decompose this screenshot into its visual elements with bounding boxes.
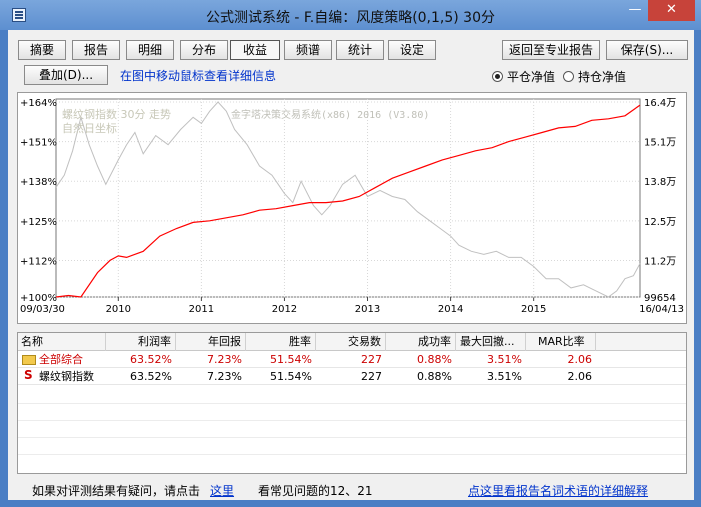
x-tick-label: 2014 (438, 304, 463, 315)
window-title: 公式测试系统 - F.自编：风度策略(0,1,5) 30分 (205, 10, 496, 26)
app-icon (12, 8, 26, 22)
tab-returns[interactable]: 收益 (230, 40, 280, 60)
folder-icon (22, 355, 36, 365)
overlay-button[interactable]: 叠加(D)... (24, 65, 108, 85)
row-mar: 2.06 (567, 353, 593, 366)
row-drawdown: 3.51% (487, 370, 522, 383)
minimize-button[interactable]: — (628, 2, 642, 17)
col-name[interactable]: 名称 (18, 333, 106, 351)
footer: 如果对评测结果有疑问，请点击 这里 看常见问题的12、21 点这里看报告名词术语… (8, 482, 694, 500)
watermark-text: 金字塔决策交易系统(x86) 2016 (V3.80) (231, 108, 429, 121)
row-divider (18, 403, 686, 404)
glossary-link[interactable]: 点这里看报告名词术语的详细解释 (468, 484, 649, 498)
close-button[interactable]: ✕ (648, 0, 695, 21)
row-mar: 2.06 (567, 370, 593, 383)
col-success[interactable]: 成功率 (386, 333, 456, 351)
y-tick-label-left: +125% (20, 217, 57, 228)
col-win[interactable]: 胜率 (246, 333, 316, 351)
results-table: 名称 利润率 年回报 胜率 交易数 成功率 最大回撤... MAR比率 全部综合… (17, 332, 687, 474)
y-tick-label-right: 13.8万 (644, 177, 676, 188)
chart-labels: +164% +151% +138% +125% +112% +100% 16.4万 15.1万… (20, 98, 684, 315)
radio-flat-value[interactable]: 平仓净值 (492, 68, 555, 85)
footer-faq-text: 看常见问题的12、21 (258, 484, 373, 498)
equity-line (55, 104, 641, 298)
save-button[interactable]: 保存(S)... (606, 40, 688, 60)
tab-statistics[interactable]: 统计 (336, 40, 384, 60)
table-row[interactable]: 全部综合 63.52% 7.23% 51.54% 227 0.88% 3.51%… (18, 351, 686, 368)
radio-hold-value[interactable]: 持仓净值 (563, 68, 626, 85)
table-row[interactable]: S 螺纹钢指数 63.52% 7.23% 51.54% 227 0.88% 3.… (18, 368, 686, 385)
row-win: 51.54% (270, 370, 312, 383)
col-mar[interactable]: MAR比率 (526, 333, 596, 351)
row-name: 全部综合 (39, 353, 83, 366)
row-annual: 7.23% (207, 370, 242, 383)
tab-distribution[interactable]: 分布 (180, 40, 228, 60)
x-tick-label: 09/03/30 (20, 304, 65, 315)
strategy-s-icon: S (24, 368, 33, 382)
y-tick-label-left: +151% (20, 138, 57, 149)
row-success: 0.88% (417, 370, 452, 383)
x-tick-label: 2010 (106, 304, 131, 315)
radio-hold-label: 持仓净值 (578, 70, 627, 84)
y-tick-label-right: 12.5万 (644, 217, 676, 228)
x-tick-label: 2011 (189, 304, 214, 315)
plot-area (55, 98, 641, 298)
tab-summary[interactable]: 摘要 (18, 40, 66, 60)
x-tick-label: 2013 (355, 304, 380, 315)
dialog-body: 摘要 报告 明细 分布 收益 频谱 统计 设定 返回至专业报告 保存(S)...… (8, 30, 694, 500)
row-trades: 227 (361, 370, 382, 383)
tab-spectrum[interactable]: 频谱 (284, 40, 332, 60)
y-tick-label-left: +112% (20, 256, 57, 267)
y-tick-label-right: 16.4万 (644, 98, 676, 109)
return-report-button[interactable]: 返回至专业报告 (502, 40, 600, 60)
y-tick-label-right: 15.1万 (644, 138, 676, 149)
row-win: 51.54% (270, 353, 312, 366)
overlay-symbol-text: 螺纹钢指数 30分 走势 (62, 107, 171, 121)
radio-selected-icon (492, 71, 503, 82)
overlay-axis-mode-text: 自然日坐标 (62, 121, 117, 135)
chart-hint: 在图中移动鼠标查看详细信息 (120, 69, 277, 83)
y-tick-label-right: 11.2万 (644, 256, 676, 267)
col-profit[interactable]: 利润率 (106, 333, 176, 351)
row-annual: 7.23% (207, 353, 242, 366)
x-tick-label: 16/04/13 (639, 304, 684, 315)
title-bar: 公式测试系统 - F.自编：风度策略(0,1,5) 30分 — ✕ (0, 0, 701, 30)
row-profit: 63.52% (130, 353, 172, 366)
radio-unselected-icon (563, 71, 574, 82)
row-drawdown: 3.51% (487, 353, 522, 366)
tab-detail[interactable]: 明细 (126, 40, 174, 60)
y-tick-label-right: 99654 (644, 293, 676, 304)
radio-flat-label: 平仓净值 (507, 70, 556, 84)
footer-question-text: 如果对评测结果有疑问，请点击 (32, 484, 201, 498)
y-tick-label-left: +138% (20, 177, 57, 188)
y-tick-label-left: +100% (20, 293, 57, 304)
tab-settings[interactable]: 设定 (388, 40, 436, 60)
tab-report[interactable]: 报告 (72, 40, 120, 60)
x-tick-label: 2015 (521, 304, 546, 315)
table-header: 名称 利润率 年回报 胜率 交易数 成功率 最大回撤... MAR比率 (18, 333, 686, 351)
chart-canvas[interactable]: +164% +151% +138% +125% +112% +100% 16.4万 15.1万… (18, 93, 686, 323)
row-divider (18, 454, 686, 455)
here-link[interactable]: 这里 (210, 484, 235, 498)
row-divider (18, 437, 686, 438)
chart-marks (55, 101, 641, 298)
price-line (55, 101, 641, 298)
col-annual[interactable]: 年回报 (176, 333, 246, 351)
y-tick-label-left: +164% (20, 98, 57, 109)
equity-chart[interactable]: +164% +151% +138% +125% +112% +100% 16.4万 15.1万… (17, 92, 687, 324)
row-divider (18, 420, 686, 421)
col-trades[interactable]: 交易数 (316, 333, 386, 351)
row-trades: 227 (361, 353, 382, 366)
x-tick-label: 2012 (272, 304, 297, 315)
row-name: 螺纹钢指数 (39, 370, 94, 383)
row-profit: 63.52% (130, 370, 172, 383)
row-success: 0.88% (417, 353, 452, 366)
col-drawdown[interactable]: 最大回撤... (456, 333, 526, 351)
